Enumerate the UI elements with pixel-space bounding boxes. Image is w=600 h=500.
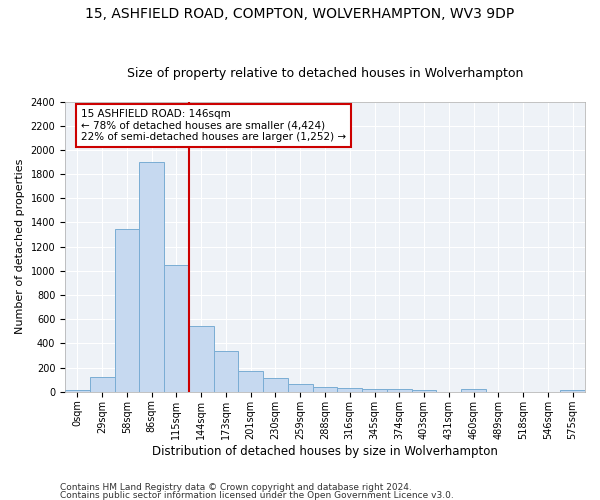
Text: 15 ASHFIELD ROAD: 146sqm
← 78% of detached houses are smaller (4,424)
22% of sem: 15 ASHFIELD ROAD: 146sqm ← 78% of detach… bbox=[81, 109, 346, 142]
Bar bbox=[214, 352, 238, 392]
Bar bbox=[263, 378, 288, 392]
Bar bbox=[164, 265, 189, 392]
Bar bbox=[288, 384, 313, 392]
Bar bbox=[313, 387, 337, 392]
Bar bbox=[362, 389, 387, 392]
Text: Contains HM Land Registry data © Crown copyright and database right 2024.: Contains HM Land Registry data © Crown c… bbox=[60, 484, 412, 492]
Bar bbox=[90, 376, 115, 392]
Bar bbox=[65, 390, 90, 392]
Y-axis label: Number of detached properties: Number of detached properties bbox=[15, 159, 25, 334]
Text: Contains public sector information licensed under the Open Government Licence v3: Contains public sector information licen… bbox=[60, 490, 454, 500]
Bar bbox=[189, 326, 214, 392]
Bar bbox=[461, 390, 486, 392]
Bar bbox=[412, 390, 436, 392]
Text: 15, ASHFIELD ROAD, COMPTON, WOLVERHAMPTON, WV3 9DP: 15, ASHFIELD ROAD, COMPTON, WOLVERHAMPTO… bbox=[85, 8, 515, 22]
Bar bbox=[560, 390, 585, 392]
X-axis label: Distribution of detached houses by size in Wolverhampton: Distribution of detached houses by size … bbox=[152, 444, 498, 458]
Title: Size of property relative to detached houses in Wolverhampton: Size of property relative to detached ho… bbox=[127, 66, 523, 80]
Bar bbox=[139, 162, 164, 392]
Bar bbox=[238, 371, 263, 392]
Bar bbox=[115, 228, 139, 392]
Bar bbox=[387, 390, 412, 392]
Bar bbox=[337, 388, 362, 392]
